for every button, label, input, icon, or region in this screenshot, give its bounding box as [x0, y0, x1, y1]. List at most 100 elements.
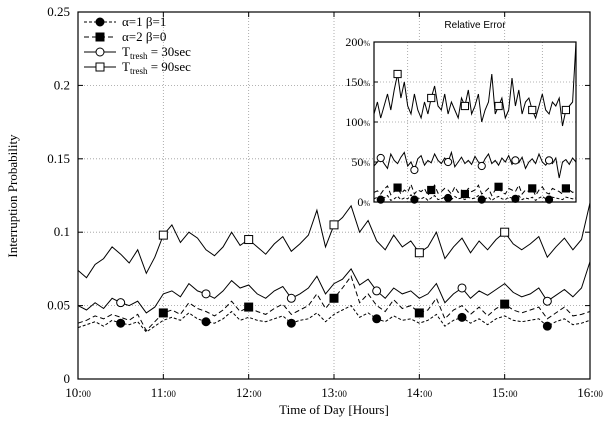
inset-series-lines: [373, 41, 577, 204]
series-marker: [372, 314, 382, 324]
inset-series-marker: [544, 156, 554, 165]
inset-series-line: [373, 41, 577, 127]
inset-series-marker: [511, 194, 520, 203]
inset-y-tick-percent: %: [363, 39, 370, 48]
legend-label: Ttresh = 90sec: [122, 59, 191, 76]
x-tick-label-minutes: 00: [338, 389, 348, 399]
inset-series-marker: [443, 157, 453, 167]
legend-label: α=2 β=0: [122, 29, 166, 44]
inset-series-marker: [410, 165, 419, 175]
series-marker: [372, 286, 382, 296]
inset-series-marker: [511, 156, 520, 165]
main-axis-ticks: 10:00 11:00 12:00 13:00 14:00 15:00 16:0000.05…: [47, 4, 603, 400]
inset-series-line: [373, 193, 577, 202]
x-tick-label-hour: 16:: [577, 385, 594, 400]
inset-series-marker: [427, 185, 436, 195]
series-2: [77, 275, 591, 332]
x-tick-label-hour: 11:: [151, 385, 167, 400]
y-tick-label: 0.15: [47, 151, 70, 166]
inset-series-marker: [544, 195, 554, 204]
series-marker: [414, 248, 424, 258]
series-marker: [116, 298, 126, 308]
inset-series-marker: [528, 105, 537, 115]
inset-series-line: [373, 183, 577, 197]
series-marker: [201, 317, 211, 327]
inset-series-marker: [494, 182, 503, 191]
inset-y-tick-percent: %: [363, 159, 370, 168]
series-marker: [329, 293, 339, 303]
inset-series-marker: [477, 161, 486, 171]
inset-series-marker: [376, 153, 385, 163]
x-tick-label: 13:00: [321, 385, 347, 400]
inset-series-marker: [410, 195, 419, 204]
series-marker: [500, 227, 510, 237]
legend-entry: Ttresh = 30sec: [84, 44, 191, 61]
inset-y-tick-label: 50%: [351, 155, 370, 169]
legend-label-tail: = 90sec: [147, 59, 191, 74]
inset-y-tick-percent: %: [363, 119, 370, 128]
inset-y-tick-label: 0%: [357, 195, 370, 209]
inset-series-marker: [393, 69, 402, 79]
inset-series-marker: [528, 184, 537, 193]
legend-swatch-marker: [95, 17, 105, 27]
inset-y-tick-value: 200: [345, 35, 363, 49]
inset-series-marker: [393, 183, 402, 192]
legend-label-subscript: tresh: [130, 66, 148, 76]
series-marker: [286, 293, 296, 303]
x-tick-label-minutes: 00: [594, 389, 604, 399]
inset-y-tick-label: 100%: [345, 115, 370, 129]
inset-y-tick-label: 150%: [345, 75, 370, 89]
series-4: [77, 202, 591, 279]
main-series-lines: [77, 202, 591, 333]
inset-chart: 0%50%100%150%200% Relative Error: [345, 20, 577, 209]
y-axis-title: Interruption Probability: [5, 134, 20, 258]
series-marker: [244, 302, 254, 312]
inset-series-marker: [443, 193, 453, 203]
x-tick-label-hour: 14:: [407, 385, 424, 400]
inset-series-3: [373, 150, 577, 179]
y-tick-label: 0.1: [54, 224, 70, 239]
x-tick-label-minutes: 00: [252, 389, 262, 399]
x-tick-label-hour: 15:: [492, 385, 509, 400]
legend-label: Ttresh = 30sec: [122, 44, 191, 61]
inset-series-marker: [376, 195, 385, 204]
inset-y-tick-percent: %: [363, 79, 370, 88]
inset-series-4: [373, 41, 577, 127]
x-tick-label-hour: 13:: [321, 385, 338, 400]
legend-label-main: α=2 β=0: [122, 29, 166, 44]
x-tick-label-minutes: 00: [508, 389, 517, 399]
x-tick-label-minutes: 00: [423, 389, 433, 399]
series-marker: [542, 296, 552, 306]
x-tick-label: 16:00: [577, 385, 603, 400]
series-marker: [457, 283, 467, 293]
inset-axis-ticks: 0%50%100%150%200%: [345, 35, 378, 209]
series-marker: [286, 318, 296, 328]
series-line: [77, 261, 591, 314]
inset-y-tick-value: 0: [357, 195, 363, 209]
legend-label: α=1 β=1: [122, 14, 166, 29]
inset-y-tick-value: 100: [345, 115, 363, 129]
legend-label-main: T: [122, 44, 130, 59]
inset-title: Relative Error: [444, 20, 506, 31]
series-marker: [457, 312, 467, 322]
legend-swatch-marker: [95, 62, 105, 72]
x-tick-label-minutes: 00: [167, 389, 177, 399]
inset-y-tick-value: 150: [345, 75, 363, 89]
inset-series-2: [373, 182, 577, 199]
x-tick-label: 15:00: [492, 385, 518, 400]
inset-series-marker: [561, 105, 570, 115]
series-marker: [414, 308, 424, 318]
inset-series-1: [373, 193, 577, 204]
x-tick-label: 14:00: [407, 385, 433, 400]
series-line: [77, 304, 591, 333]
inset-series-marker: [561, 184, 570, 193]
x-tick-label: 12:00: [236, 385, 262, 400]
legend-entry: α=1 β=1: [84, 14, 166, 29]
series-marker: [158, 308, 168, 318]
x-tick-label: 10:00: [65, 385, 91, 400]
series-marker: [158, 230, 168, 240]
series-marker: [116, 318, 126, 328]
legend-swatch-marker: [95, 47, 105, 57]
series-3: [77, 261, 591, 314]
legend-entry: α=2 β=0: [84, 29, 166, 44]
